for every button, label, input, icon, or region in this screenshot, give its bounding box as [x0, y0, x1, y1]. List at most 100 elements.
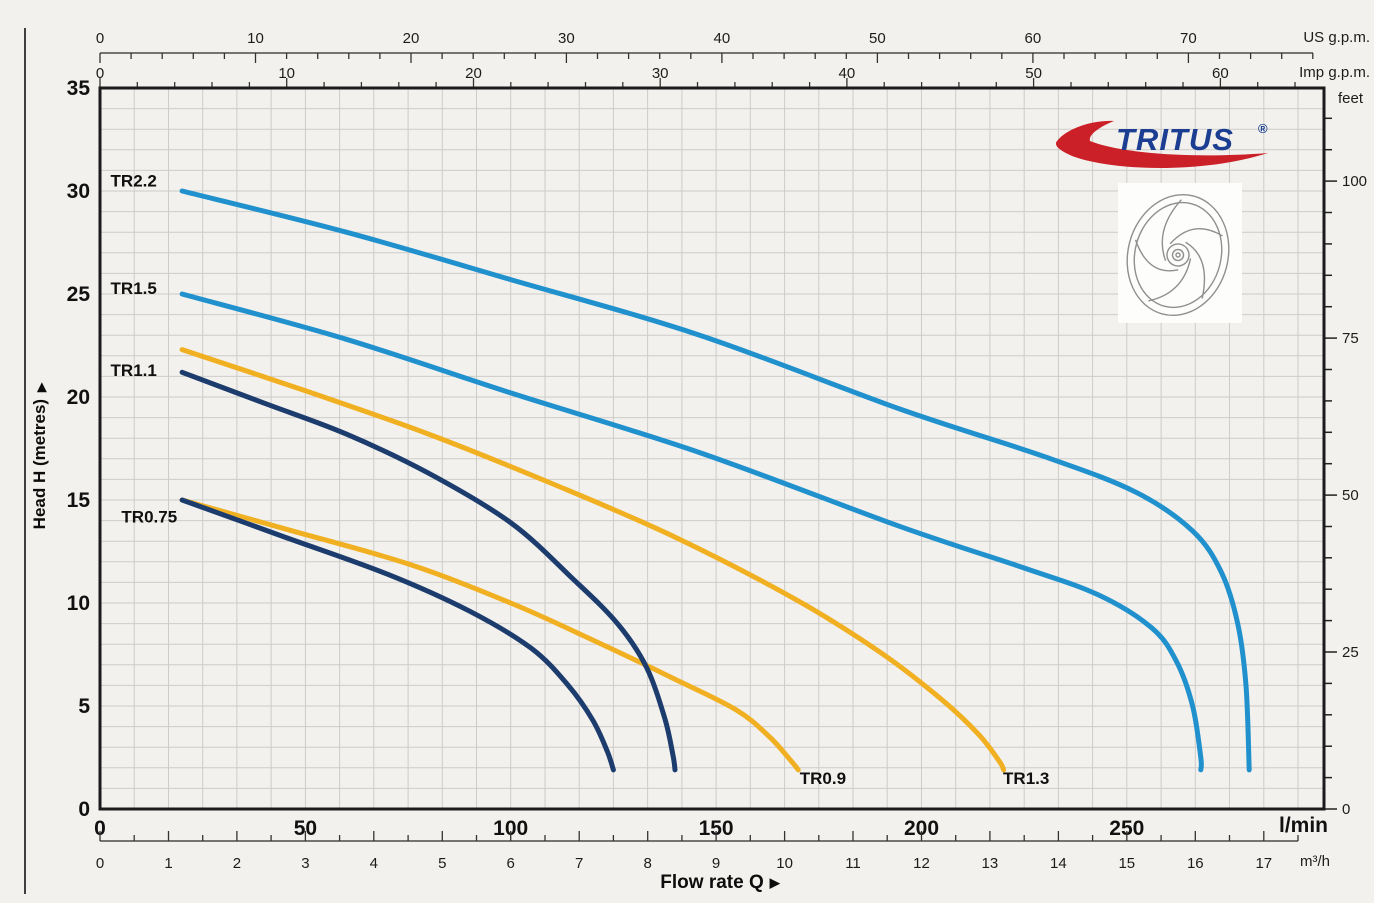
metres-axis: 0 5 10 15 20 25 30 35 — [67, 77, 91, 821]
tick-label-us-gpm: 60 — [1025, 30, 1042, 47]
tick-label-m3h: 11 — [845, 855, 861, 872]
tick-label-m3h: 0 — [96, 855, 104, 872]
logo-swoosh-icon — [1055, 120, 1268, 168]
impeller-blade — [1134, 239, 1179, 272]
tick-label-lmin: 100 — [493, 817, 528, 840]
series-label-TR1.3: TR1.3 — [1003, 769, 1049, 788]
curve-TR1.5 — [179, 291, 1204, 773]
series-label-TR1.1: TR1.1 — [111, 361, 157, 380]
curve-TR1.3 — [179, 347, 1007, 773]
tick-label-m3h: 9 — [712, 855, 720, 872]
tick-label-imp-gpm: 20 — [465, 65, 482, 82]
us-gpm-unit-label: US g.p.m. — [1303, 29, 1370, 46]
series-label-TR0.9: TR0.9 — [800, 769, 846, 788]
tick-label-m3h: 4 — [370, 855, 378, 872]
tick-label-m3h: 5 — [438, 855, 446, 872]
imp-gpm-axis: 0 10 20 30 40 50 60 — [96, 65, 1296, 87]
us-gpm-axis: 0 10 20 30 40 50 60 70 — [96, 30, 1314, 63]
page-edge-line — [24, 28, 26, 894]
tick-label-m3h: 10 — [776, 855, 793, 872]
tick-label-m3h: 17 — [1255, 855, 1272, 872]
tick-label-m3h: 13 — [982, 855, 999, 872]
series-label-TR0.75: TR0.75 — [121, 508, 177, 527]
tick-label-feet: 75 — [1342, 330, 1359, 347]
impeller-outer-rim — [1126, 193, 1230, 317]
tick-label-feet: 25 — [1342, 644, 1359, 661]
logo-registered-mark: ® — [1258, 121, 1268, 136]
tick-label-m3h: 15 — [1118, 855, 1135, 872]
tick-label-lmin: 0 — [94, 817, 106, 840]
tick-label-m3h: 3 — [301, 855, 309, 872]
grid — [100, 88, 1324, 809]
pump-curves: TR1.3 TR0.9 TR1.1 TR0.75 TR2.2 TR1.5 — [111, 172, 1252, 788]
impeller-drawing — [1118, 183, 1242, 323]
tick-label-m3h: 7 — [575, 855, 583, 872]
tick-label-imp-gpm: 60 — [1212, 65, 1229, 82]
tick-label-imp-gpm: 30 — [652, 65, 669, 82]
tick-label-m3h: 14 — [1050, 855, 1067, 872]
head-axis-text: Head H (metres) — [30, 398, 49, 530]
tick-label-imp-gpm: 0 — [96, 65, 104, 82]
tick-label-feet: 0 — [1342, 801, 1350, 818]
tick-label-metres: 5 — [78, 695, 90, 718]
tritus-logo: TRITUS ® — [1055, 120, 1268, 168]
curve-TR2.2 — [179, 188, 1252, 773]
m3h-axis: 0 1 2 3 4 5 6 7 8 9 10 11 12 13 14 15 16 17 — [96, 831, 1299, 872]
feet-axis: 0 25 50 75 100 — [1324, 117, 1367, 818]
impeller-hub — [1166, 243, 1190, 267]
tick-label-m3h: 2 — [233, 855, 241, 872]
impeller-hub-bore — [1171, 248, 1185, 262]
tick-label-metres: 0 — [78, 798, 90, 821]
tick-label-lmin: 200 — [904, 817, 939, 840]
flow-rate-axis-text: Flow rate Q — [660, 872, 764, 893]
tick-label-m3h: 12 — [913, 855, 930, 872]
tick-label-metres: 15 — [67, 489, 91, 512]
impeller-hub-center — [1175, 252, 1181, 258]
m3h-unit-label: m³/h — [1300, 853, 1330, 870]
impeller-background — [1118, 183, 1242, 323]
series-label-TR2.2: TR2.2 — [111, 172, 157, 191]
impeller-lines — [1126, 193, 1230, 317]
series-label-TR1.5: TR1.5 — [111, 279, 157, 298]
tick-label-lmin: 150 — [699, 817, 734, 840]
flow-rate-arrow-icon: ▶ — [769, 875, 780, 890]
tick-label-m3h: 8 — [644, 855, 652, 872]
tick-label-lmin: 50 — [294, 817, 317, 840]
impeller-blades — [1134, 199, 1223, 302]
tick-label-imp-gpm: 10 — [278, 65, 295, 82]
tick-label-m3h: 6 — [507, 855, 515, 872]
tick-label-feet: 50 — [1342, 487, 1359, 504]
logo-text: TRITUS — [1116, 122, 1234, 157]
tick-label-lmin: 250 — [1109, 817, 1144, 840]
plot-border — [98, 86, 1326, 811]
feet-unit-label: feet — [1338, 90, 1364, 107]
tick-label-imp-gpm: 50 — [1025, 65, 1042, 82]
impeller-blade — [1185, 241, 1206, 299]
tick-label-imp-gpm: 40 — [839, 65, 856, 82]
lmin-axis: 0 50 100 150 200 250 — [94, 817, 1144, 840]
tick-label-us-gpm: 70 — [1180, 30, 1197, 47]
impeller-blade — [1148, 258, 1192, 302]
curve-TR0.75 — [179, 497, 616, 773]
impeller-blade — [1161, 199, 1182, 262]
curve-TR1.1 — [179, 369, 678, 773]
tick-label-us-gpm: 10 — [247, 30, 264, 47]
imp-gpm-unit-label: Imp g.p.m. — [1299, 64, 1370, 81]
impeller-blade — [1169, 228, 1223, 245]
curve-TR0.9 — [179, 497, 801, 773]
head-axis-arrow-icon: ▶ — [34, 382, 48, 392]
tick-label-us-gpm: 40 — [714, 30, 731, 47]
tick-label-us-gpm: 50 — [869, 30, 886, 47]
tick-label-m3h: 16 — [1187, 855, 1204, 872]
tick-label-metres: 10 — [67, 592, 90, 615]
tick-label-feet: 100 — [1342, 173, 1367, 190]
lmin-unit-label: l/min — [1278, 814, 1328, 837]
tick-label-us-gpm: 30 — [558, 30, 575, 47]
tick-label-us-gpm: 0 — [96, 30, 104, 47]
tick-label-m3h: 1 — [164, 855, 172, 872]
tick-label-metres: 35 — [67, 77, 91, 100]
tick-label-metres: 20 — [67, 386, 90, 409]
head-axis-label: Head H (metres) ▶ — [30, 326, 54, 586]
